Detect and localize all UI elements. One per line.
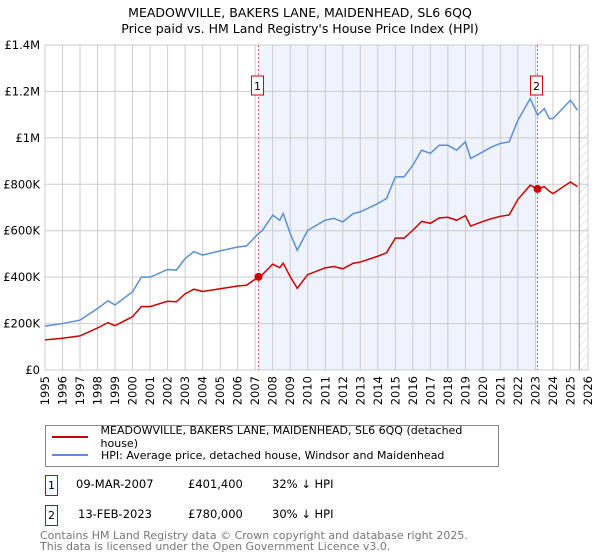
plot-area: 1995 1996 1997 1998 1999 2000 2001 2002 2003 2004… — [3, 38, 595, 405]
marker-badge: 1 — [45, 475, 58, 496]
price-paid-line — [44, 181, 578, 341]
future-hatch — [579, 45, 588, 370]
x-tick-label: 2025 — [563, 376, 577, 405]
x-tick-label: 2013 — [353, 376, 367, 405]
legend-swatch-red — [52, 436, 88, 438]
transaction-hpi-diff: 32% ↓ HPI — [272, 477, 334, 491]
x-tick-label: 2017 — [423, 376, 437, 405]
x-tick-label: 2006 — [231, 376, 245, 405]
chart-title: MEADOWVILLE, BAKERS LANE, MAIDENHEAD, SL… — [128, 5, 472, 20]
transaction-row: 1 09-MAR-2007 £401,400 32% ↓ HPI — [45, 475, 445, 496]
transaction-date: 13-FEB-2023 — [78, 507, 152, 521]
x-tick-label: 2020 — [476, 376, 490, 405]
annotation-label: 1 — [254, 80, 261, 93]
x-tick-label: 2024 — [546, 376, 560, 405]
transaction-price: £780,000 — [188, 507, 243, 521]
transaction-row: 2 13-FEB-2023 £780,000 30% ↓ HPI — [45, 505, 445, 526]
y-tick-label: £400K — [3, 270, 40, 284]
legend-item-hpi: HPI: Average price, detached house, Wind… — [52, 447, 444, 463]
legend: MEADOWVILLE, BAKERS LANE, MAIDENHEAD, SL… — [45, 424, 499, 467]
sale-point — [533, 184, 542, 193]
x-tick-label: 2000 — [126, 376, 140, 405]
sale-point — [254, 272, 263, 281]
x-tick-label: 2018 — [441, 376, 455, 405]
transaction-hpi-diff: 30% ↓ HPI — [272, 507, 334, 521]
x-tick-label: 1996 — [56, 376, 70, 405]
shaded-period — [258, 45, 538, 370]
x-tick-label: 2002 — [161, 376, 175, 405]
x-tick-label: 2026 — [581, 376, 595, 405]
transaction-price: £401,400 — [188, 477, 243, 491]
x-tick-label: 1997 — [73, 376, 87, 405]
x-tick-label: 2011 — [318, 376, 332, 405]
legend-item-property: MEADOWVILLE, BAKERS LANE, MAIDENHEAD, SL… — [52, 424, 498, 450]
legend-label: MEADOWVILLE, BAKERS LANE, MAIDENHEAD, SL… — [100, 424, 463, 450]
x-tick-label: 2016 — [406, 376, 420, 405]
x-tick-label: 2023 — [528, 376, 542, 405]
x-tick-label: 2008 — [266, 376, 280, 405]
x-tick-label: 2001 — [143, 376, 157, 405]
x-tick-label: 1998 — [91, 376, 105, 405]
annotation-box — [251, 75, 265, 96]
x-tick-label: 2007 — [248, 376, 262, 405]
x-tick-label: 2021 — [493, 376, 507, 405]
y-tick-label: £800K — [3, 177, 40, 191]
x-tick-label: 2003 — [178, 376, 192, 405]
transaction-date: 09-MAR-2007 — [76, 477, 154, 491]
footer: Contains HM Land Registry data © Crown c… — [40, 530, 468, 552]
y-tick-label: £600K — [3, 224, 40, 238]
y-tick-label: £1M — [15, 131, 40, 145]
x-tick-label: 2014 — [371, 376, 385, 405]
x-tick-label: 2022 — [511, 376, 525, 405]
y-tick-label: £0 — [25, 363, 40, 377]
hpi-line — [44, 96, 579, 327]
legend-label: HPI: Average price, detached house, Wind… — [101, 448, 445, 462]
y-tick-label: £200K — [3, 317, 40, 331]
chart-subtitle: Price paid vs. HM Land Registry's House … — [121, 21, 479, 36]
x-tick-label: 2005 — [213, 376, 227, 405]
annotation-box — [530, 75, 544, 96]
y-tick-label: £1.4M — [4, 38, 40, 52]
annotation-label: 2 — [533, 80, 540, 93]
x-tick-label: 2004 — [196, 376, 210, 405]
x-tick-label: 2010 — [301, 376, 315, 405]
x-tick-label: 2012 — [336, 376, 350, 405]
x-tick-label: 2015 — [388, 376, 402, 405]
legend-swatch-blue — [52, 454, 88, 456]
marker-badge: 2 — [45, 505, 58, 526]
x-tick-label: 1995 — [38, 376, 52, 405]
x-tick-label: 1999 — [108, 376, 122, 405]
y-tick-label: £1.2M — [4, 84, 40, 98]
footer-line: This data is licensed under the Open Gov… — [40, 540, 391, 553]
x-tick-label: 2019 — [458, 376, 472, 405]
footer-line: Contains HM Land Registry data © Crown c… — [40, 529, 468, 542]
plot-border — [44, 44, 589, 371]
x-tick-label: 2009 — [283, 376, 297, 405]
